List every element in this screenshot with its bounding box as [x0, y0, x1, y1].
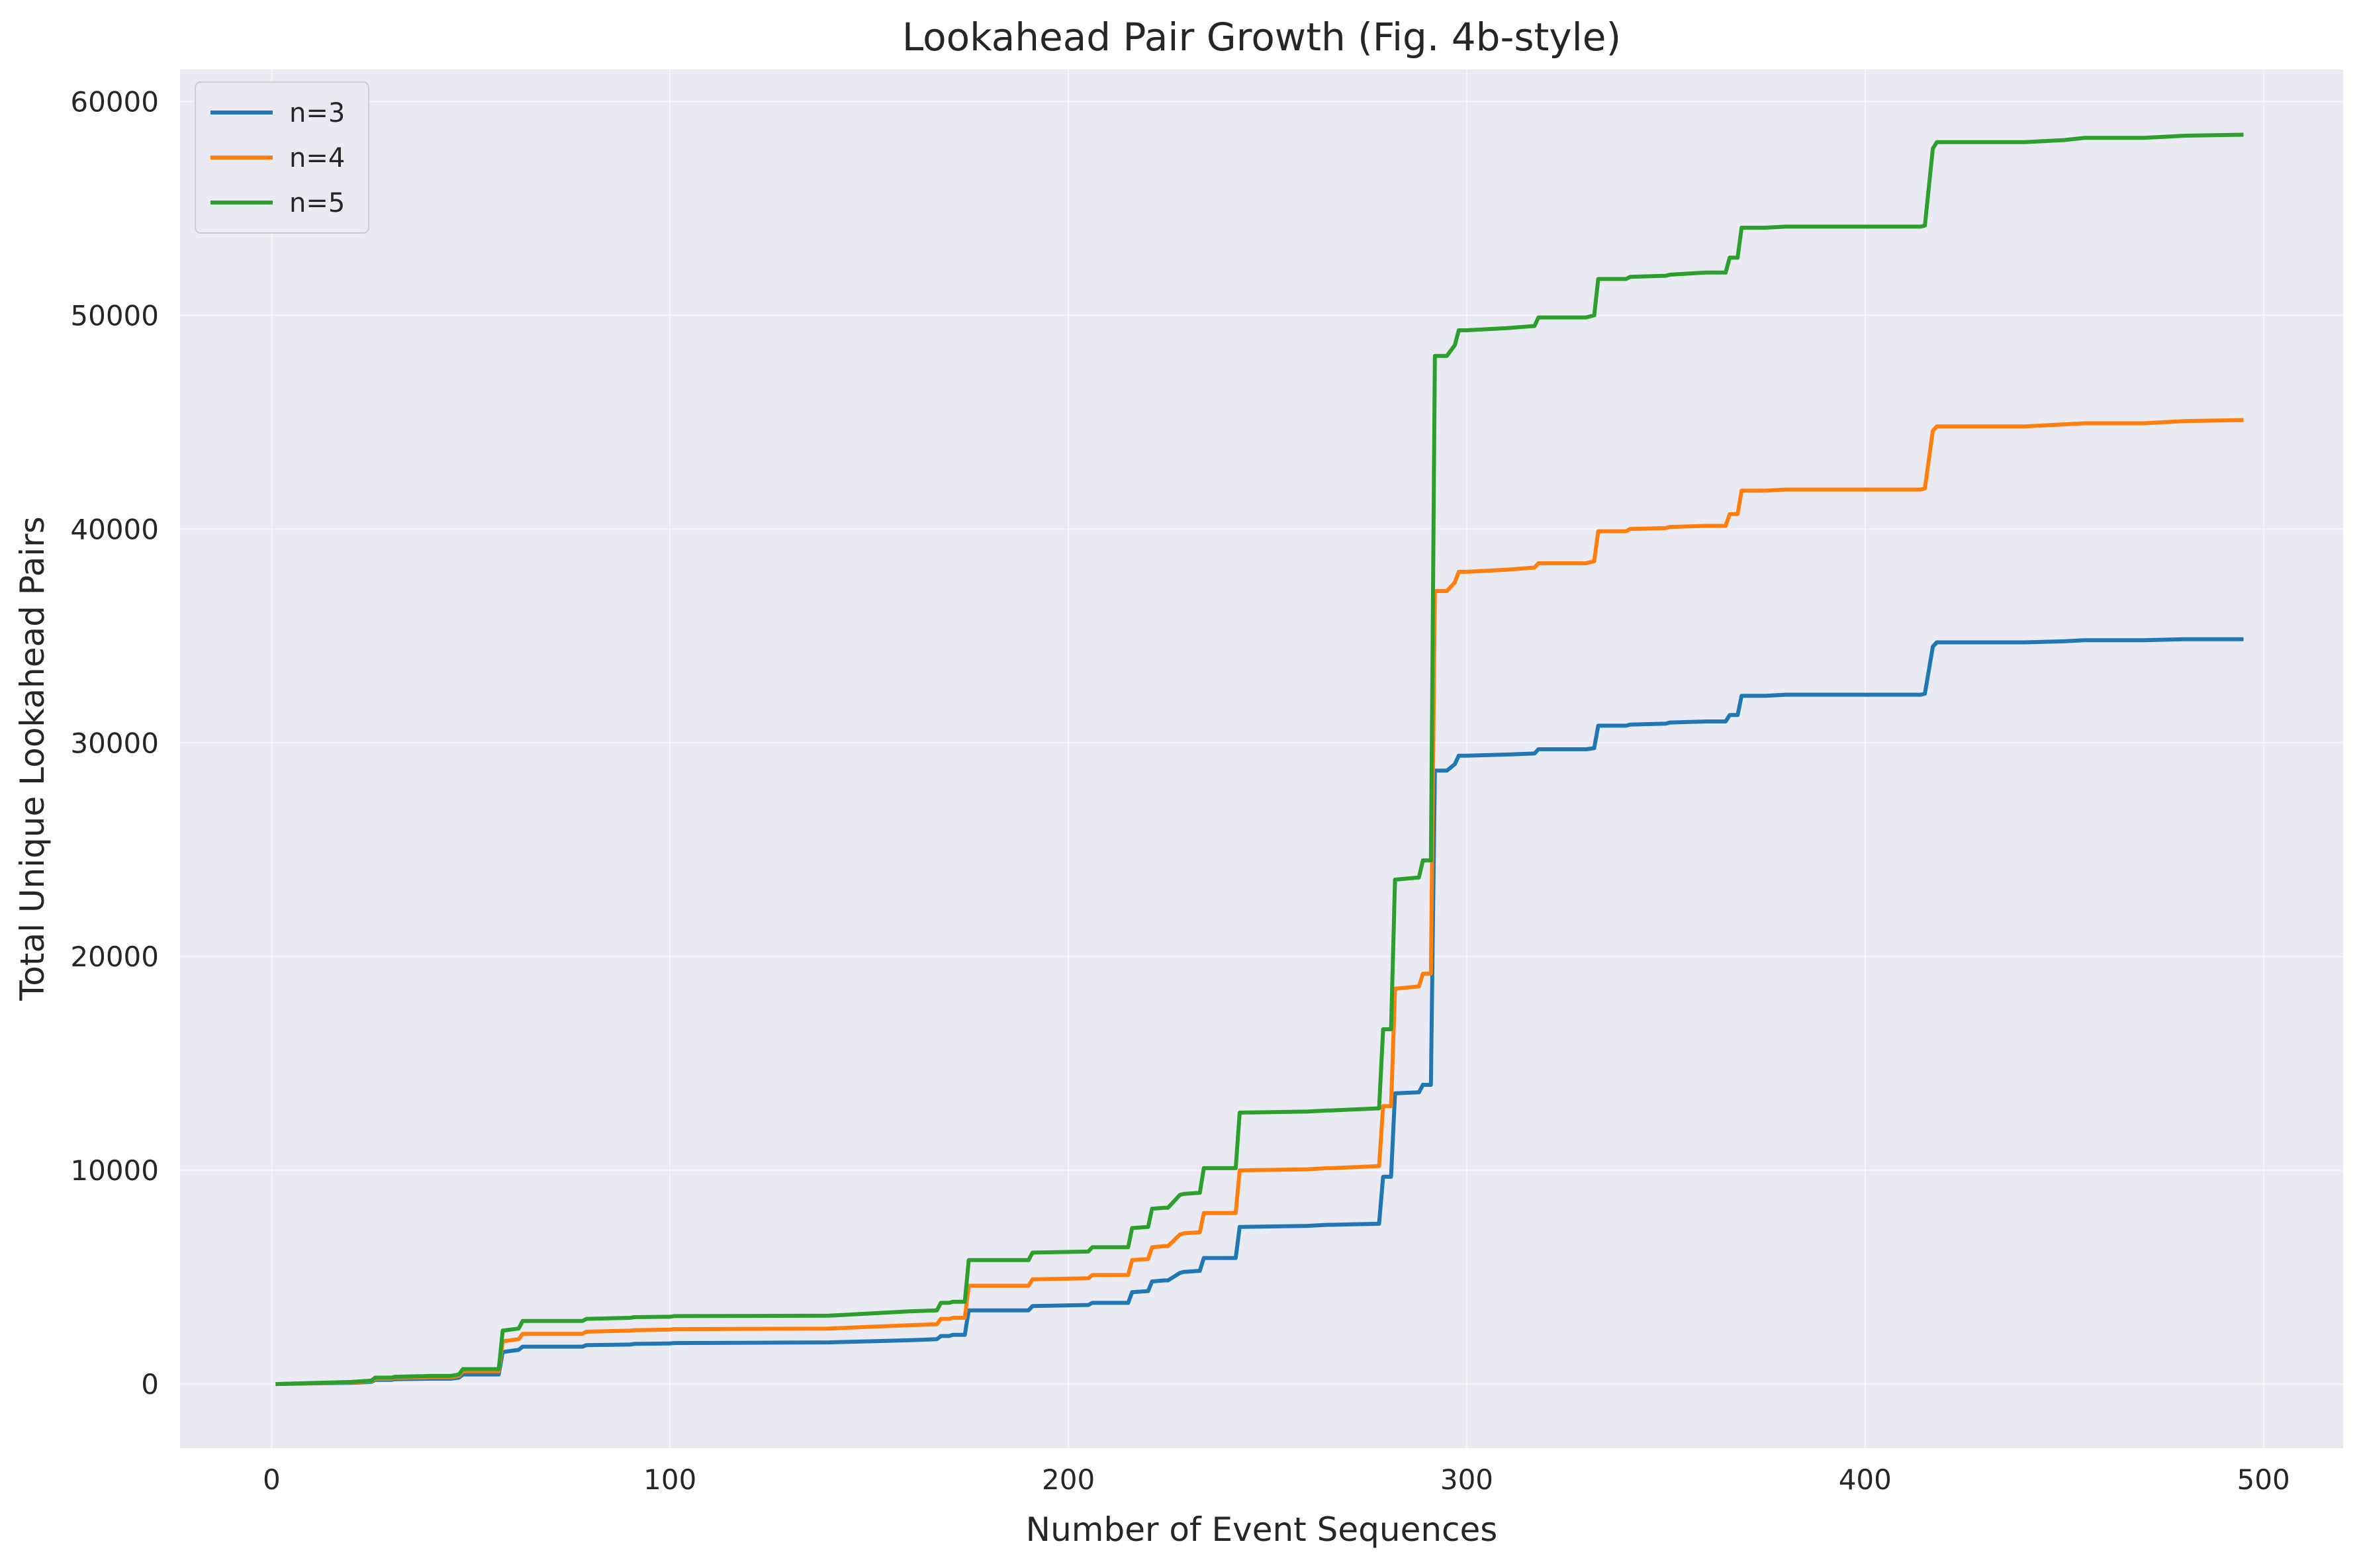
legend: n=3 n=4 n=5: [195, 81, 369, 234]
y-axis-label: Total Unique Lookahead Pairs: [13, 516, 52, 1001]
x-tick-label: 100: [643, 1463, 696, 1496]
legend-label: n=4: [289, 143, 345, 173]
grid: [180, 69, 2343, 1448]
plot-area: [180, 69, 2343, 1448]
x-tick-label: 500: [2237, 1463, 2290, 1496]
x-axis-ticks: 0 100 200 300 400 500: [263, 1463, 2290, 1496]
series-line-n3: [275, 637, 2244, 1387]
x-tick-label: 400: [1839, 1463, 1892, 1496]
y-tick-label: 0: [141, 1368, 159, 1401]
series-group: [275, 132, 2244, 1387]
series-line-n4: [275, 418, 2244, 1387]
x-axis-label: Number of Event Sequences: [1026, 1510, 1498, 1549]
legend-box: [195, 81, 369, 234]
y-axis-ticks: 0 10000 20000 30000 40000 50000 60000: [70, 85, 159, 1401]
chart-title: Lookahead Pair Growth (Fig. 4b-style): [902, 15, 1621, 60]
series-line-n5: [275, 132, 2244, 1387]
x-tick-label: 0: [263, 1463, 281, 1496]
y-tick-label: 60000: [70, 85, 159, 118]
x-tick-label: 300: [1440, 1463, 1493, 1496]
legend-label: n=3: [289, 98, 345, 128]
y-tick-label: 50000: [70, 299, 159, 332]
legend-label: n=5: [289, 188, 345, 218]
y-tick-label: 20000: [70, 941, 159, 973]
y-tick-label: 10000: [70, 1154, 159, 1187]
x-tick-label: 200: [1042, 1463, 1095, 1496]
y-tick-label: 40000: [70, 513, 159, 545]
y-tick-label: 30000: [70, 727, 159, 759]
